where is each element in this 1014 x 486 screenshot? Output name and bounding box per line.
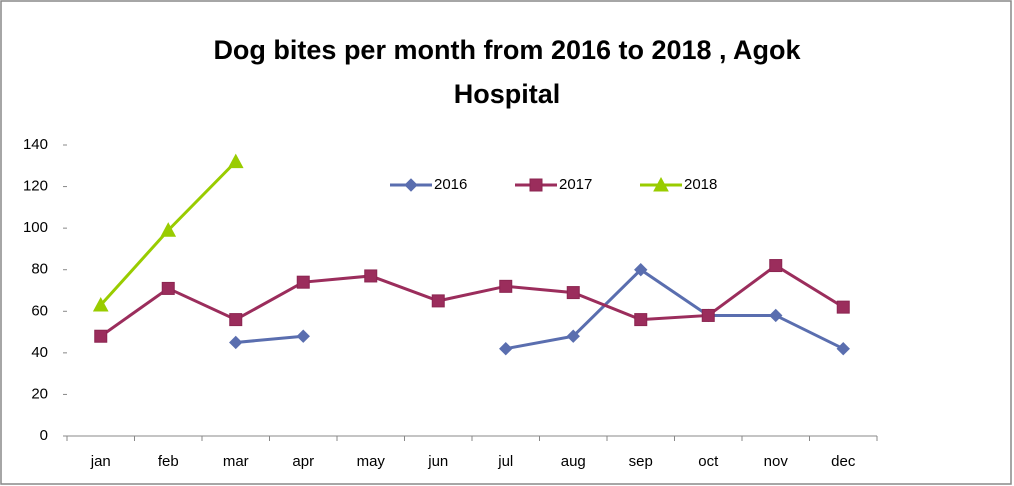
- marker: [94, 329, 108, 343]
- marker: [160, 222, 177, 237]
- y-tick-label: 100: [23, 219, 48, 236]
- legend-marker: [404, 178, 418, 192]
- legend-marker: [653, 176, 669, 192]
- legend-label: 2016: [434, 176, 467, 193]
- marker: [566, 329, 580, 343]
- x-tick-label: jun: [427, 453, 448, 470]
- marker: [161, 281, 175, 295]
- marker: [229, 335, 243, 350]
- x-tick-label: may: [357, 453, 386, 470]
- line: [99, 263, 845, 338]
- marker: [296, 329, 310, 343]
- marker: [836, 341, 850, 356]
- marker: [634, 263, 648, 277]
- marker: [296, 275, 310, 289]
- marker: [92, 296, 109, 312]
- x-tick-label: nov: [764, 453, 789, 470]
- marker: [229, 313, 243, 327]
- x-tick-label: sep: [629, 453, 653, 470]
- x-tick-label: oct: [698, 453, 719, 470]
- marker: [769, 308, 783, 323]
- y-tick-label: 120: [23, 178, 48, 195]
- marker: [634, 313, 648, 327]
- x-tick-label: dec: [831, 453, 856, 470]
- legend-marker: [529, 178, 543, 192]
- marker: [769, 259, 783, 273]
- legend-label: 2017: [559, 176, 592, 193]
- x-tick-label: aug: [561, 453, 586, 470]
- y-tick-label: 140: [23, 136, 48, 153]
- marker: [701, 308, 715, 322]
- marker: [431, 294, 445, 308]
- line: [235, 267, 844, 351]
- marker: [227, 153, 244, 169]
- legend-label: 2018: [684, 176, 717, 193]
- marker: [499, 341, 513, 356]
- x-tick-label: mar: [223, 453, 249, 470]
- chart-title: Hospital: [454, 79, 561, 109]
- x-tick-label: feb: [158, 453, 179, 470]
- x-tick-label: jan: [90, 453, 111, 470]
- y-tick-label: 80: [31, 261, 48, 278]
- marker: [364, 269, 378, 283]
- y-tick-label: 20: [31, 385, 48, 402]
- x-tick-label: apr: [292, 453, 314, 470]
- chart-title: Dog bites per month from 2016 to 2018 , …: [213, 35, 801, 65]
- marker: [566, 286, 580, 300]
- marker: [499, 279, 513, 293]
- y-tick-label: 60: [31, 302, 48, 319]
- x-tick-label: jul: [497, 453, 513, 470]
- marker: [836, 300, 850, 314]
- y-tick-label: 40: [31, 344, 48, 361]
- y-tick-label: 0: [40, 427, 48, 444]
